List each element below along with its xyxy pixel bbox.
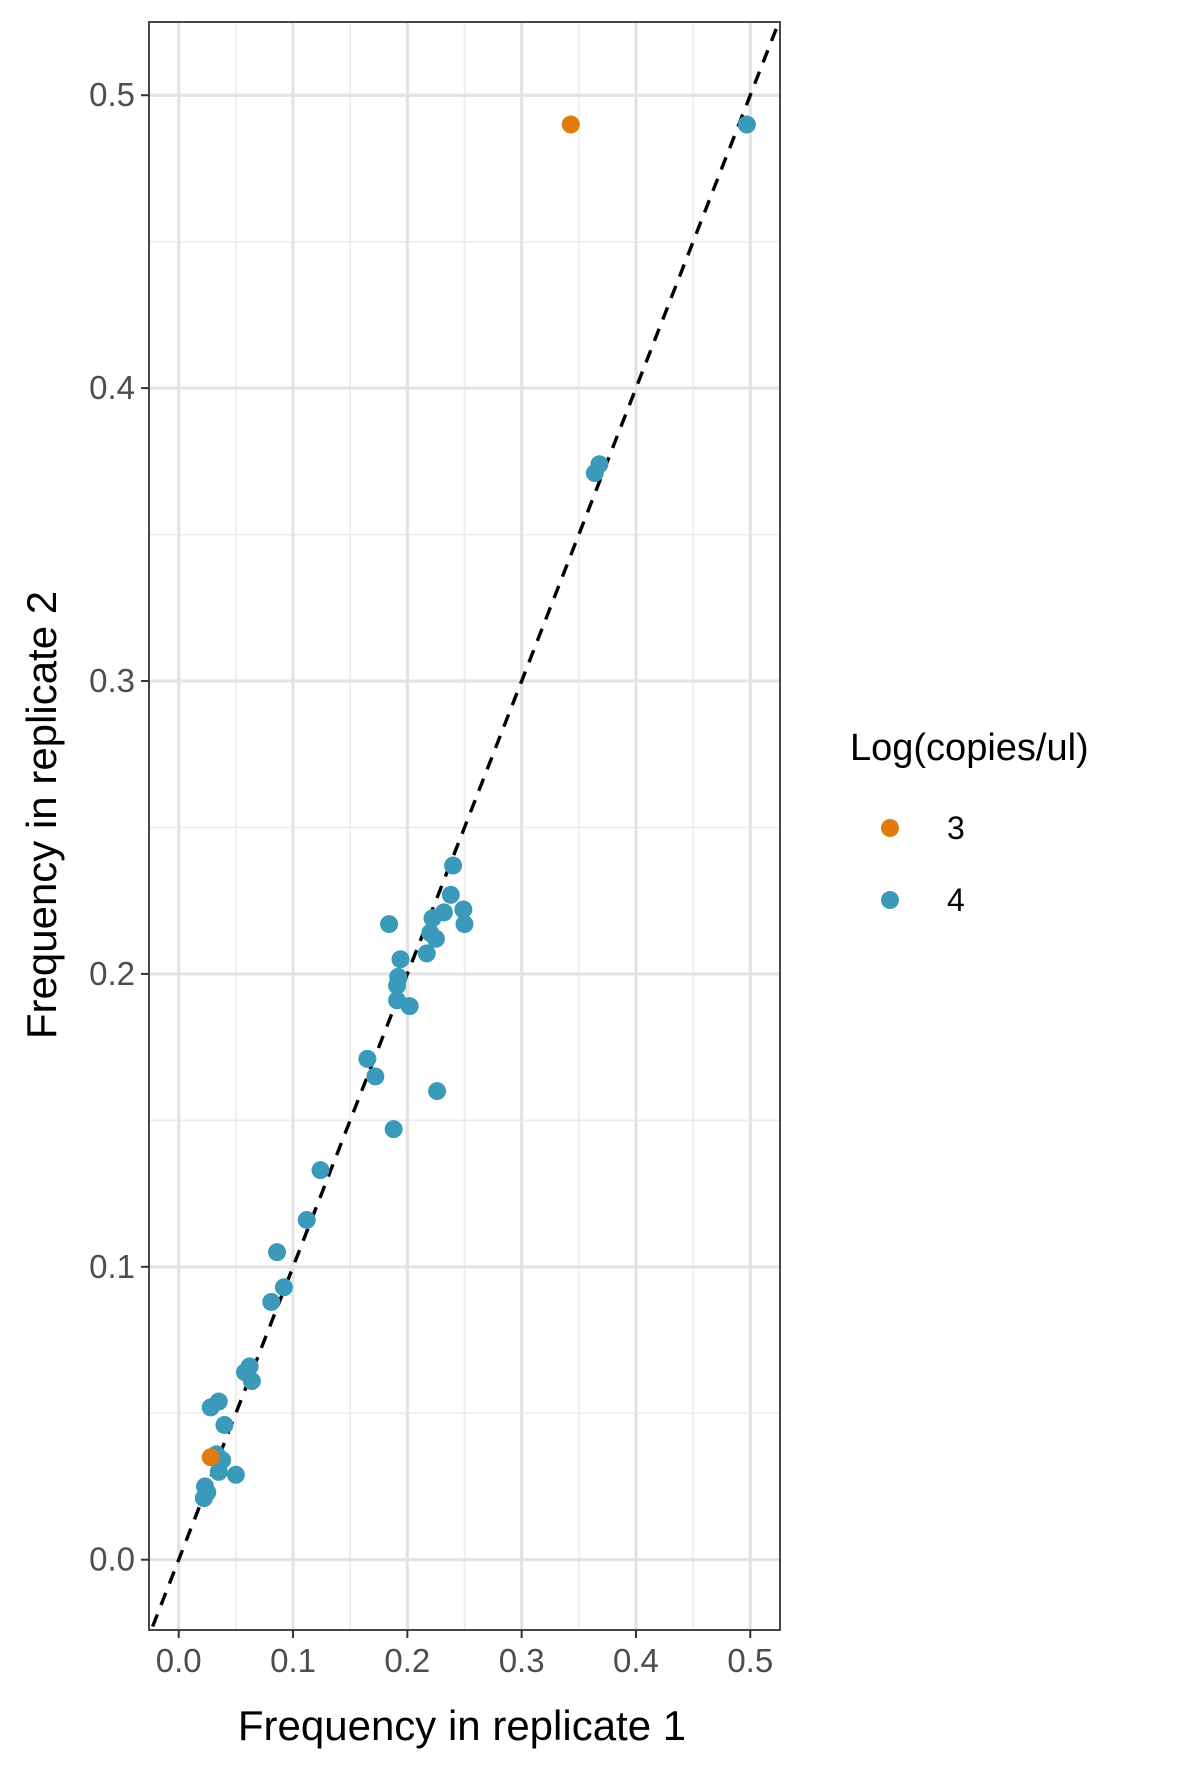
x-tick-label: 0.4 [613,1642,659,1679]
legend-title: Log(copies/ul) [850,727,1089,769]
data-point-series-4 [455,915,474,934]
data-point-series-4 [454,900,473,919]
panel-border [148,21,781,1631]
data-point-series-4 [434,903,453,922]
x-tick-label: 0.2 [384,1642,430,1679]
data-point-series-3 [201,1448,220,1467]
data-point-series-3 [561,115,580,134]
y-tick-label: 0.2 [89,955,135,992]
x-tick-label: 0.3 [499,1642,545,1679]
data-point-series-4 [444,856,463,875]
y-tick-label: 0.1 [89,1248,135,1285]
data-point-series-4 [209,1462,228,1481]
x-tick-label: 0.5 [727,1642,773,1679]
data-point-series-4 [242,1372,261,1391]
identity-line [149,22,780,1630]
data-point-series-4 [262,1292,281,1311]
data-point-series-4 [441,885,460,904]
data-point-series-4 [428,1082,447,1101]
data-point-series-4 [194,1489,213,1508]
legend-key-3 [881,819,899,837]
data-point-series-4 [384,1120,403,1139]
data-point-series-4 [417,944,436,963]
legend-label-3: 3 [947,810,965,846]
data-point-series-4 [366,1067,385,1086]
data-point-series-4 [388,976,407,995]
data-point-series-4 [391,950,410,969]
data-point-series-4 [380,915,399,934]
y-tick-label: 0.0 [89,1541,135,1578]
data-point-series-4 [268,1243,287,1262]
data-point-series-4 [209,1392,228,1411]
data-point-series-4 [358,1049,377,1068]
data-points [194,115,756,1508]
legend-key-4 [881,891,899,909]
data-point-series-4 [311,1161,330,1180]
y-axis-title: Frequency in replicate 2 [18,591,65,1039]
y-tick-label: 0.4 [89,369,135,406]
data-point-series-4 [590,455,609,474]
plot-panel-border [148,21,781,1631]
identity-dashed-line [149,22,780,1630]
y-tick-label: 0.3 [89,662,135,699]
data-point-series-4 [240,1357,259,1376]
x-tick-label: 0.0 [156,1642,202,1679]
y-axis-ticks: 0.0 0.1 0.2 0.3 0.4 0.5 [89,76,149,1578]
data-point-series-4 [274,1278,293,1297]
data-point-series-4 [215,1415,234,1434]
x-tick-label: 0.1 [270,1642,316,1679]
y-tick-label: 0.5 [89,76,135,113]
x-axis-ticks: 0.0 0.1 0.2 0.3 0.4 0.5 [156,1630,773,1679]
data-point-series-4 [737,115,756,134]
legend-label-4: 4 [947,882,965,918]
major-gridlines [149,22,780,1630]
data-point-series-4 [426,929,445,948]
x-axis-title: Frequency in replicate 1 [238,1702,686,1749]
data-point-series-4 [297,1210,316,1229]
legend: Log(copies/ul) 3 4 [850,727,1089,918]
data-point-series-4 [226,1465,245,1484]
data-point-series-4 [400,997,419,1016]
